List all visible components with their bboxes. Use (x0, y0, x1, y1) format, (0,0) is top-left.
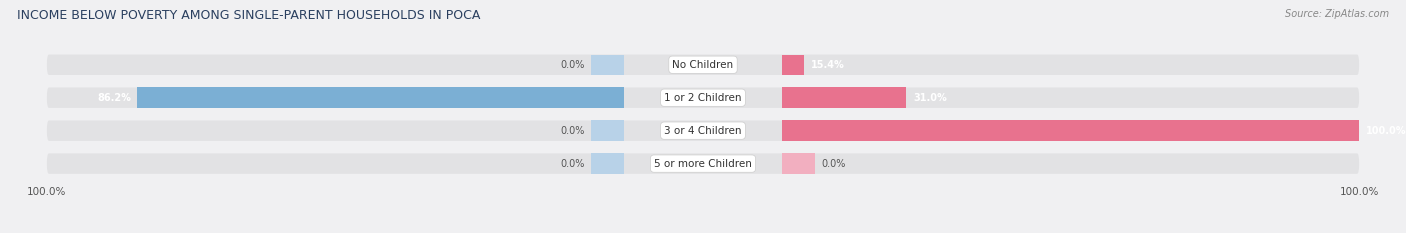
FancyBboxPatch shape (46, 87, 1360, 108)
Bar (782, 87, 907, 108)
Text: No Children: No Children (672, 60, 734, 70)
Bar (592, 153, 624, 174)
FancyBboxPatch shape (46, 153, 1360, 174)
Text: 3 or 4 Children: 3 or 4 Children (664, 126, 742, 136)
Text: 1 or 2 Children: 1 or 2 Children (664, 93, 742, 103)
Text: 0.0%: 0.0% (561, 126, 585, 136)
Text: 0.0%: 0.0% (821, 159, 845, 169)
Bar (782, 120, 1360, 141)
Text: INCOME BELOW POVERTY AMONG SINGLE-PARENT HOUSEHOLDS IN POCA: INCOME BELOW POVERTY AMONG SINGLE-PARENT… (17, 9, 481, 22)
Text: 100.0%: 100.0% (27, 187, 66, 197)
Bar (592, 120, 624, 141)
Text: 31.0%: 31.0% (912, 93, 946, 103)
Bar (782, 153, 814, 174)
Text: 15.4%: 15.4% (811, 60, 845, 70)
Bar (592, 55, 624, 75)
Bar (782, 55, 804, 75)
FancyBboxPatch shape (46, 120, 1360, 141)
FancyBboxPatch shape (46, 55, 1360, 75)
Text: 100.0%: 100.0% (1340, 187, 1379, 197)
Text: 0.0%: 0.0% (561, 159, 585, 169)
Text: 100.0%: 100.0% (1365, 126, 1406, 136)
Bar (138, 87, 624, 108)
Text: 86.2%: 86.2% (97, 93, 131, 103)
Text: 0.0%: 0.0% (561, 60, 585, 70)
Text: 5 or more Children: 5 or more Children (654, 159, 752, 169)
Text: Source: ZipAtlas.com: Source: ZipAtlas.com (1285, 9, 1389, 19)
